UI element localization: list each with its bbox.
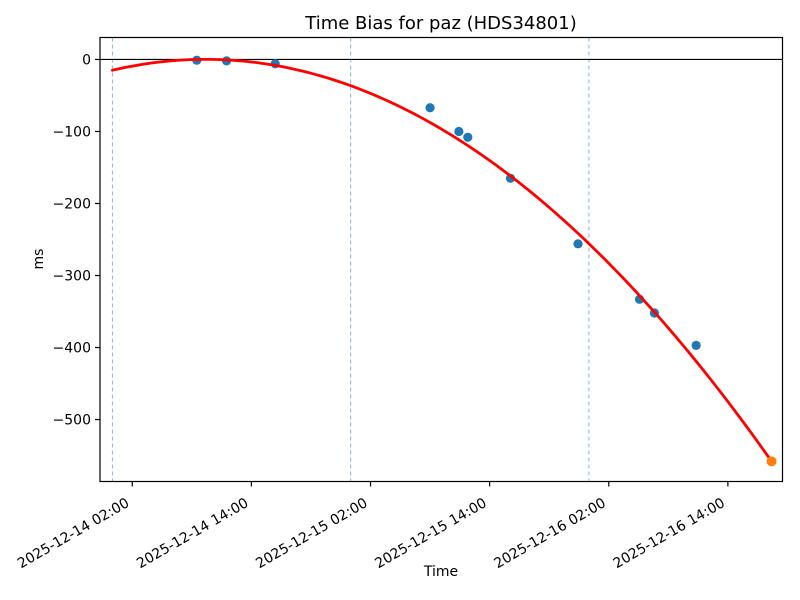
y-tick-label: −400 <box>53 341 91 357</box>
x-axis-label: Time <box>423 564 459 580</box>
data-point <box>691 340 701 350</box>
data-point <box>454 126 464 137</box>
axes-spines <box>99 36 784 483</box>
y-tick-label: −200 <box>53 197 91 213</box>
chart-title: Time Bias for paz (HDS34801) <box>305 13 577 34</box>
x-tick-label: 2025-12-16 02:00 <box>492 495 609 572</box>
x-tick-label: 2025-12-15 14:00 <box>372 495 489 572</box>
y-tick-label: −300 <box>53 269 91 285</box>
x-tick-label: 2025-12-15 02:00 <box>253 495 370 572</box>
data-point <box>463 132 473 142</box>
y-tick-label: 0 <box>82 52 91 68</box>
x-tick-label: 2025-12-14 02:00 <box>15 495 132 572</box>
fit-line <box>111 57 773 463</box>
data-point <box>425 103 435 113</box>
data-point <box>573 239 583 249</box>
x-tick-label: 2025-12-14 14:00 <box>134 495 251 572</box>
highlight-point <box>766 456 777 467</box>
x-tick-label: 2025-12-16 14:00 <box>611 495 728 572</box>
y-tick-label: −500 <box>53 413 91 429</box>
y-tick-label: −100 <box>53 124 91 140</box>
